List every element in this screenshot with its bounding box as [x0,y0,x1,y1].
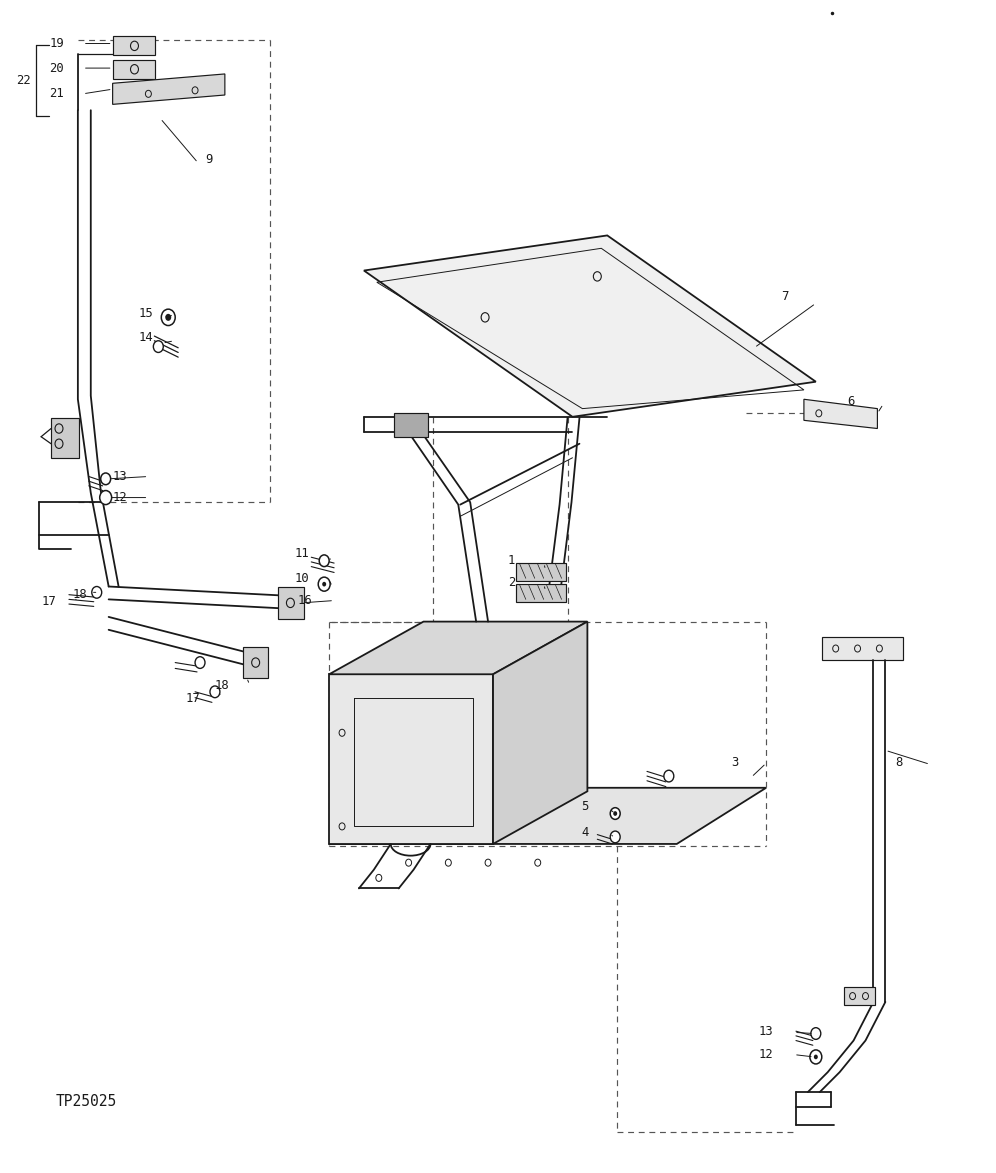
Text: 19: 19 [49,38,64,50]
Circle shape [811,1028,821,1039]
Text: TP25025: TP25025 [56,1094,118,1108]
Text: 3: 3 [731,755,739,768]
Polygon shape [278,586,305,619]
Circle shape [614,812,618,816]
Polygon shape [243,647,268,678]
Text: 22: 22 [16,74,31,88]
Text: 15: 15 [138,307,153,320]
Text: 13: 13 [758,1025,773,1038]
Polygon shape [329,674,493,843]
Polygon shape [844,986,875,1005]
Text: 2: 2 [508,576,515,590]
Text: 5: 5 [582,800,589,813]
Polygon shape [493,622,588,843]
Circle shape [92,586,102,598]
Text: 13: 13 [113,470,127,483]
Text: 6: 6 [848,395,855,408]
Polygon shape [364,236,816,416]
Text: 16: 16 [298,594,312,608]
Polygon shape [329,788,766,843]
Polygon shape [113,74,225,104]
Circle shape [664,771,674,782]
Polygon shape [516,584,566,602]
Text: 12: 12 [113,491,127,504]
Circle shape [814,1055,818,1059]
Circle shape [101,473,111,484]
Text: 1: 1 [508,555,515,568]
Text: 18: 18 [215,679,230,692]
Circle shape [100,490,112,504]
Text: 4: 4 [582,826,589,839]
Text: 17: 17 [185,692,200,705]
Polygon shape [329,622,588,674]
Text: 17: 17 [41,595,56,609]
Text: 20: 20 [49,62,64,75]
Circle shape [161,310,175,326]
Text: 14: 14 [138,331,153,344]
Polygon shape [113,60,155,79]
Circle shape [322,582,326,586]
Circle shape [195,657,205,669]
Text: 7: 7 [781,290,789,303]
Text: 11: 11 [295,548,309,561]
Circle shape [611,832,621,842]
Text: 8: 8 [895,755,902,768]
Text: 21: 21 [49,87,64,101]
Polygon shape [113,36,155,55]
Polygon shape [822,637,903,660]
Circle shape [611,808,621,820]
Circle shape [320,555,329,567]
Circle shape [210,686,220,698]
Polygon shape [516,563,566,581]
Text: 9: 9 [205,152,212,165]
Polygon shape [804,399,877,428]
Circle shape [810,1050,822,1064]
Circle shape [153,340,163,352]
Circle shape [165,314,171,321]
Text: 10: 10 [295,571,309,585]
Circle shape [319,577,330,591]
Polygon shape [393,413,428,436]
Text: 12: 12 [758,1049,773,1062]
Text: 18: 18 [73,588,88,602]
Polygon shape [51,418,79,457]
